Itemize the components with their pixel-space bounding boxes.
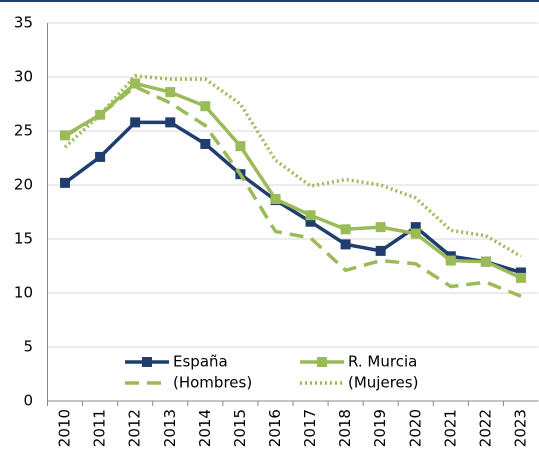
- point-marker: [340, 239, 351, 250]
- y-tick-label: 10: [14, 284, 33, 302]
- point-marker: [375, 222, 386, 233]
- x-tick-label: 2010: [56, 409, 74, 447]
- legend-marker: [142, 357, 152, 367]
- point-marker: [375, 245, 386, 256]
- y-tick-label: 30: [14, 68, 33, 86]
- x-tick-label: 2011: [91, 409, 109, 447]
- series-line: [63, 120, 522, 275]
- point-marker: [130, 117, 141, 128]
- x-tick-label: 2021: [441, 409, 459, 447]
- point-marker: [270, 194, 281, 205]
- point-marker: [480, 256, 491, 267]
- series-line: [63, 74, 522, 258]
- point-marker: [165, 87, 176, 98]
- point-marker: [305, 210, 316, 221]
- x-tick-label: 2019: [371, 409, 389, 447]
- point-marker: [165, 117, 176, 128]
- point-marker: [445, 255, 456, 266]
- x-tick-label: 2017: [301, 409, 319, 447]
- point-marker: [200, 101, 211, 112]
- x-tick-label: 2013: [161, 409, 179, 447]
- legend-label: (Hombres): [173, 374, 252, 392]
- x-tick-label: 2022: [476, 409, 494, 447]
- point-marker: [515, 267, 526, 278]
- y-tick-label: 0: [23, 392, 33, 410]
- x-tick-label: 2023: [511, 409, 529, 447]
- point-marker: [130, 78, 141, 89]
- y-tick-label: 15: [14, 230, 33, 248]
- x-tick-label: 2014: [196, 409, 214, 447]
- y-tick-label: 35: [14, 14, 33, 32]
- x-tick-label: 2012: [126, 409, 144, 447]
- legend-label: España: [173, 353, 228, 371]
- x-tick-label: 2020: [406, 409, 424, 447]
- legend-label: R. Murcia: [348, 353, 417, 371]
- point-marker: [95, 151, 106, 162]
- point-marker: [410, 228, 421, 239]
- series-line: [64, 84, 522, 298]
- point-marker: [410, 222, 421, 233]
- y-tick-label: 25: [14, 122, 33, 140]
- y-tick-label: 5: [23, 338, 33, 356]
- legend-marker: [317, 357, 327, 367]
- x-tick-label: 2018: [336, 409, 354, 447]
- point-marker: [305, 216, 316, 227]
- point-marker: [515, 272, 526, 283]
- point-marker: [60, 177, 71, 188]
- x-tick-label: 2016: [266, 409, 284, 447]
- point-marker: [235, 141, 246, 152]
- series-line: [64, 81, 522, 280]
- legend-label: (Mujeres): [348, 374, 418, 392]
- x-tick-label: 2015: [231, 409, 249, 447]
- y-tick-label: 20: [14, 176, 33, 194]
- point-marker: [95, 109, 106, 120]
- point-marker: [340, 224, 351, 235]
- point-marker: [200, 138, 211, 149]
